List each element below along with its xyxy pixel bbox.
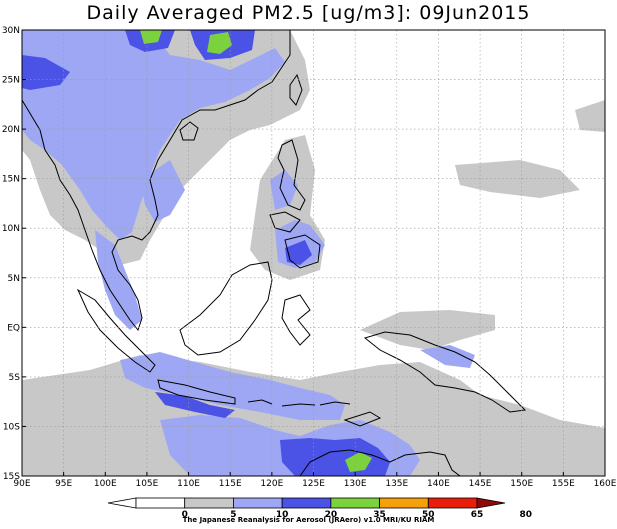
lat-tick-label: EQ (7, 323, 20, 333)
lat-tick-label: 30N (2, 26, 20, 36)
lightblue-field-luzon (270, 170, 298, 210)
green-field-china-1 (140, 30, 162, 44)
lat-tick-label: 20N (2, 125, 20, 135)
colorbar-label: 20 (325, 510, 338, 520)
blue-field-northwest (22, 55, 70, 90)
colorbar-label: 65 (471, 510, 484, 520)
colorbar-arrow-low (107, 497, 137, 509)
colorbar: 0 5 10 20 35 50 65 80 (107, 497, 532, 520)
colorbar-label: 10 (276, 510, 289, 520)
lon-tick-label: 115E (219, 479, 242, 489)
coast-borneo (179, 261, 273, 356)
colorbar-label: 80 (519, 510, 532, 520)
lat-tick-label: 5S (9, 373, 21, 383)
lon-tick-label: 100E (94, 479, 117, 489)
lon-tick-label: 160E (594, 479, 617, 489)
lat-tick-label: 5N (8, 274, 20, 284)
lon-tick-label: 125E (302, 479, 325, 489)
lightblue-field-newguinea (420, 345, 475, 368)
colorbar-box (281, 497, 332, 509)
lon-tick-label: 120E (260, 479, 283, 489)
lon-tick-label: 140E (427, 479, 450, 489)
graticule (22, 30, 605, 476)
lon-tick-label: 155E (552, 479, 575, 489)
lightblue-field-peninsula (95, 230, 142, 330)
colorbar-arrow-high (476, 497, 506, 509)
lon-tick-label: 130E (344, 479, 367, 489)
coast-lesser-sunda (247, 399, 351, 407)
blue-field-mindanao (285, 240, 312, 265)
gray-field-newguinea (360, 310, 495, 350)
coastlines (22, 30, 527, 476)
lat-tick-label: 25N (2, 76, 20, 86)
lat-tick-label: 10N (2, 224, 20, 234)
colorbar-box (330, 497, 380, 509)
lightblue-field-asia (22, 30, 285, 240)
lon-tick-label: 105E (135, 479, 158, 489)
coast-luzon (277, 139, 306, 211)
coast-sumatra (76, 288, 156, 373)
colorbar-label: 0 (182, 510, 188, 520)
colorbar-label: 5 (230, 510, 236, 520)
lat-tick-label: 15N (2, 175, 20, 185)
colorbar-label: 50 (422, 510, 435, 520)
credit-text: The Japanese Reanalysis for Aerosol (JRA… (182, 516, 435, 524)
gray-field-northeast (575, 100, 605, 132)
coast-visayas (269, 211, 301, 233)
lat-tick-label: 10S (3, 422, 20, 432)
coast-mindanao (284, 234, 321, 269)
gray-field-east (455, 160, 580, 198)
colorbar-box (184, 497, 234, 509)
lightblue-field-sea (140, 160, 185, 222)
coast-mainland (22, 30, 291, 332)
lon-tick-label: 90E (13, 479, 30, 489)
lon-tick-label: 110E (177, 479, 200, 489)
coast-java (157, 379, 236, 405)
axis-ticks (21, 29, 606, 477)
coast-australia (299, 449, 461, 476)
lat-tick-label: 15S (3, 472, 20, 482)
lon-tick-label: 135E (385, 479, 408, 489)
pm25-shading (22, 30, 605, 476)
lon-tick-label: 150E (510, 479, 533, 489)
coast-sulawesi (281, 294, 311, 346)
blue-field-south-small (155, 392, 235, 418)
lon-tick-label: 95E (55, 479, 72, 489)
lightblue-field-java (120, 352, 345, 420)
map-title: Daily Averaged PM2.5 [ug/m3]: 09Jun2015 (86, 2, 531, 24)
green-field-south (345, 452, 372, 472)
green-field-china-2 (207, 32, 232, 54)
colorbar-box (427, 497, 478, 509)
axis-labels: 90E 95E 100E 105E 110E 115E 120E 125E 130E 135E 14… (2, 26, 617, 489)
colorbar-box (135, 497, 186, 509)
coast-taiwan (289, 73, 303, 106)
colorbar-box (233, 497, 283, 509)
colorbar-box (379, 497, 429, 509)
coast-timor (343, 411, 382, 427)
colorbar-label: 35 (373, 510, 386, 520)
lon-tick-label: 145E (469, 479, 492, 489)
coast-newguinea (363, 331, 527, 413)
